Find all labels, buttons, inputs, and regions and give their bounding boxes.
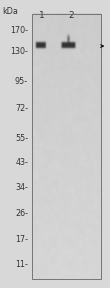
Text: 2: 2 bbox=[69, 11, 74, 20]
Text: 1: 1 bbox=[39, 11, 45, 20]
Text: 17-: 17- bbox=[15, 235, 28, 244]
Text: kDa: kDa bbox=[2, 7, 18, 16]
Text: 72-: 72- bbox=[15, 104, 28, 113]
Text: 34-: 34- bbox=[15, 183, 28, 192]
Text: 26-: 26- bbox=[15, 209, 28, 218]
Text: 55-: 55- bbox=[15, 134, 28, 143]
Text: 130-: 130- bbox=[10, 47, 28, 56]
Bar bbox=[32, 14, 101, 279]
Text: 170-: 170- bbox=[10, 26, 28, 35]
Text: 95-: 95- bbox=[15, 77, 28, 86]
Text: 43-: 43- bbox=[15, 158, 28, 167]
Text: 11-: 11- bbox=[15, 260, 28, 269]
